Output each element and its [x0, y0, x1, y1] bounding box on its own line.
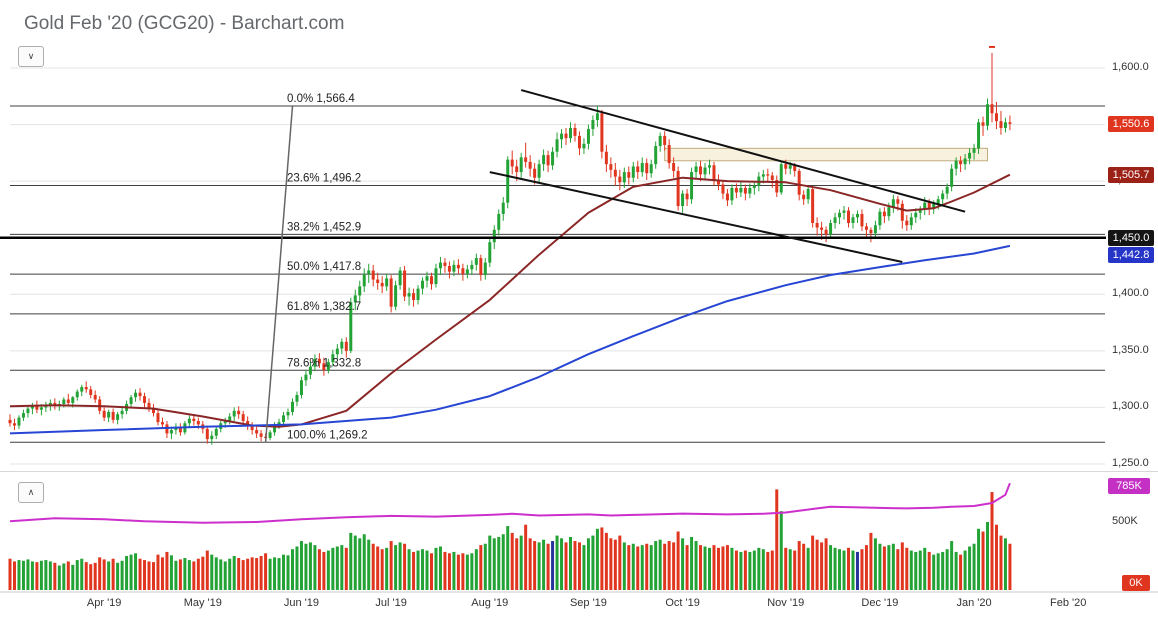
month-tick-label: Feb '20: [1050, 597, 1087, 609]
month-tick-label: Jun '19: [283, 597, 320, 609]
open-interest-badge: 785K: [1108, 478, 1150, 494]
month-tick-label: Apr '19: [86, 597, 122, 609]
moving-average-slow-line: [9, 244, 1011, 435]
month-tick-label: Oct '19: [665, 597, 700, 609]
moving-average-fast-line: [9, 173, 1011, 428]
chevron-down-icon: ∨: [27, 51, 35, 61]
month-tick-label: Jan '20: [956, 597, 992, 609]
price-tick-label: 1,300.0: [1112, 400, 1149, 413]
month-tick-label: Sep '19: [569, 597, 607, 609]
price-tick-label: 1,250.0: [1112, 456, 1149, 469]
price-panel-collapse-button[interactable]: ∨: [18, 46, 44, 67]
open-interest-line: [9, 482, 1011, 524]
session-high-tick: [988, 45, 995, 48]
ma-fast-value-badge: 1,505.7: [1108, 166, 1154, 183]
price-tick-label: 1,350.0: [1112, 343, 1149, 356]
ma-slow-value-badge: 1,442.8: [1108, 246, 1154, 263]
price-tick-label: 1,600.0: [1112, 61, 1149, 73]
volume-panel-collapse-button[interactable]: ∧: [18, 482, 44, 503]
month-tick-label: Aug '19: [471, 597, 509, 609]
fibonacci-level-labels: 0.0% 1,566.4 23.6% 1,496.2 38.2% 1,452.9 50…: [287, 93, 368, 441]
svg-text:0.0% 1,566.4: 0.0% 1,566.4: [287, 93, 355, 105]
svg-text:50.0% 1,417.8: 50.0% 1,417.8: [287, 261, 361, 273]
price-tick-label: 1,400.0: [1112, 287, 1149, 300]
month-tick-label: May '19: [183, 597, 222, 609]
chart-title: Gold Feb '20 (GCG20) - Barchart.com: [24, 13, 345, 34]
horizontal-line-badge: 1,450.0: [1108, 230, 1154, 246]
volume-bars: [8, 489, 1012, 590]
chevron-up-icon: ∧: [27, 487, 35, 497]
svg-text:100.0% 1,269.2: 100.0% 1,269.2: [287, 429, 368, 441]
svg-text:78.6% 1,332.8: 78.6% 1,332.8: [287, 357, 361, 369]
svg-text:23.6% 1,496.2: 23.6% 1,496.2: [287, 172, 361, 184]
trend-lines: [264, 89, 966, 443]
svg-text:61.8% 1,382.7: 61.8% 1,382.7: [287, 301, 361, 313]
resistance-zone-rect: [664, 147, 989, 162]
fibonacci-retracement-lines: [10, 105, 1105, 443]
month-tick-label: Dec '19: [861, 597, 899, 609]
volume-tick-label: 500K: [1112, 515, 1138, 527]
volume-badge: 0K: [1122, 575, 1150, 591]
month-tick-label: Nov '19: [767, 597, 805, 609]
month-tick-label: Jul '19: [375, 597, 407, 609]
last-price-badge: 1,550.6: [1108, 115, 1154, 132]
candlestick-series: [8, 52, 1012, 445]
svg-text:38.2% 1,452.9: 38.2% 1,452.9: [287, 221, 361, 233]
